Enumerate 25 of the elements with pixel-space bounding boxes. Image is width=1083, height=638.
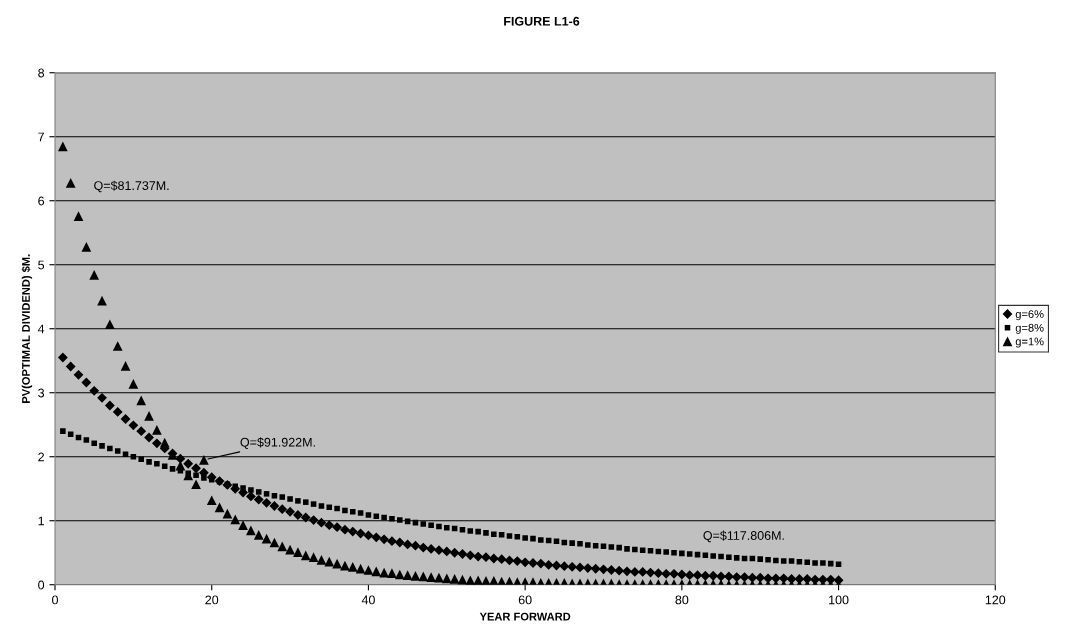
y-tick-label: 0 [38,580,45,590]
x-tick-label: 120 [985,595,1006,605]
y-tick-label: 7 [38,132,44,142]
x-axis-title: YEAR FORWARD [479,612,571,621]
x-tick-label: 80 [675,595,689,605]
y-tick-label: 4 [37,324,45,334]
annotation: Q=$81.737M. [94,180,169,193]
annotation: Q=$91.922M. [240,437,315,449]
y-tick-label: 2 [38,452,44,462]
annotation: Q=$117.806M. [703,530,784,543]
x-tick-label: 60 [518,595,532,605]
legend-label: g=6% [1015,310,1044,321]
y-axis-title: PV(OPTIMAL DIVIDEND) $M. [21,254,33,403]
y-tick-label: 6 [38,196,45,206]
y-tick-label: 1 [38,516,44,526]
x-tick-label: 100 [829,595,849,605]
y-tick-label: 5 [38,260,45,270]
legend-label: g=1% [1015,337,1044,348]
x-tick-label: 40 [361,595,375,605]
x-tick-label: 0 [52,595,58,605]
legend-label: g=8% [1015,323,1044,334]
chart-title: FIGURE L1-6 [504,16,580,26]
y-tick-label: 8 [38,68,45,78]
y-tick-label: 3 [38,388,45,398]
x-tick-label: 20 [205,595,219,605]
